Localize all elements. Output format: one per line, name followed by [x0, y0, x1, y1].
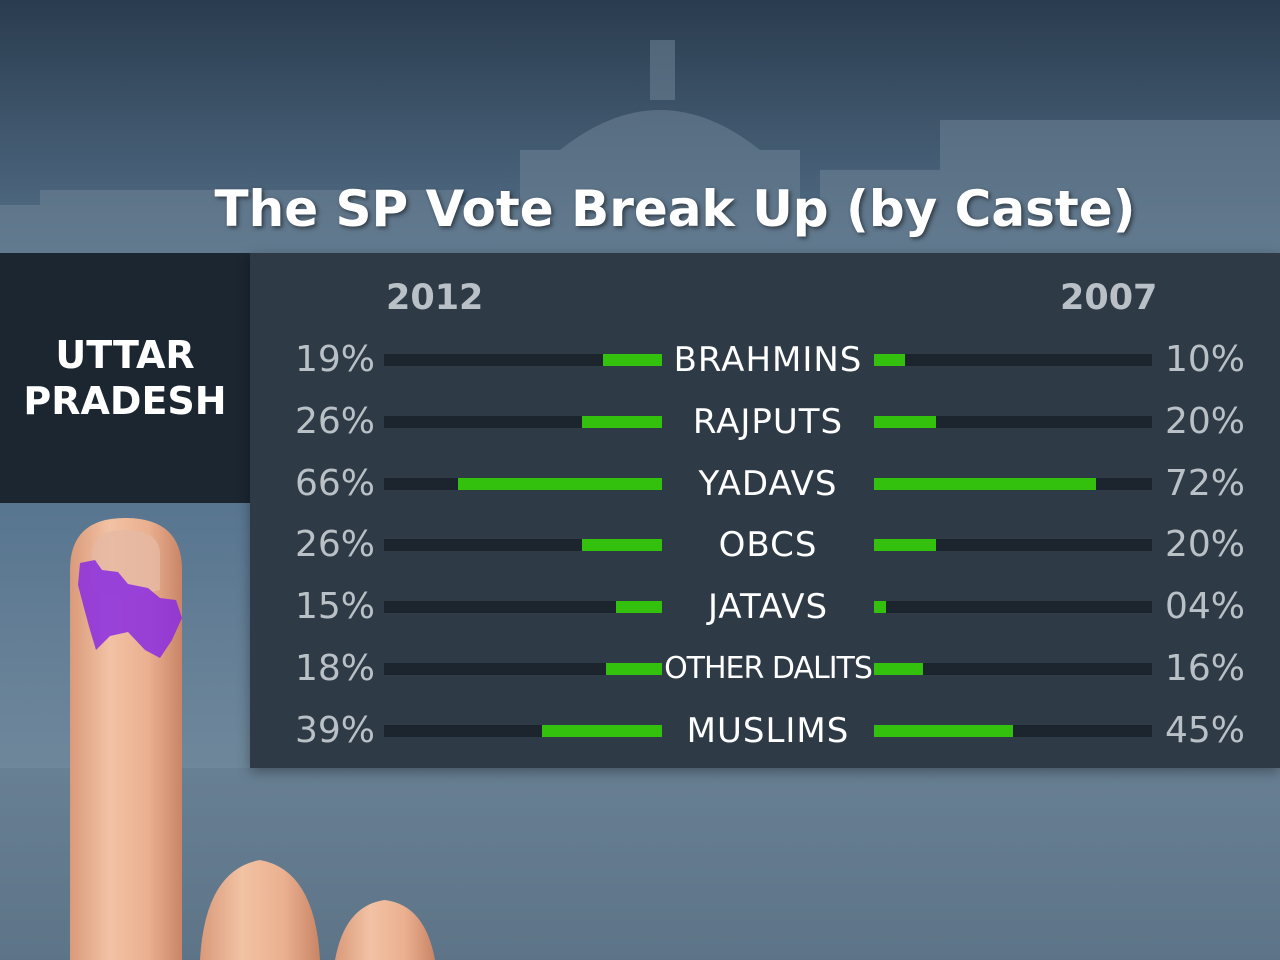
chart-panel [250, 253, 1280, 768]
bar-track-2007 [874, 354, 1152, 366]
bar-track-2012 [384, 663, 662, 675]
pct-2007-label: 04% [1165, 586, 1246, 628]
pct-2007-label: 16% [1165, 648, 1246, 689]
bar-2007 [874, 601, 887, 614]
bar-2012 [581, 539, 662, 552]
region-label-box: UTTAR PRADESH [0, 253, 250, 503]
pct-2007-label: 20% [1165, 524, 1246, 566]
left-year-header: 2012 [386, 278, 484, 318]
pct-2007-label: 45% [1165, 709, 1246, 751]
category-label: OTHER DALITS [664, 651, 873, 686]
bar-track-2007 [874, 539, 1152, 552]
bar-2012 [541, 724, 662, 737]
ink-mark-uttar-pradesh-shape [78, 560, 182, 658]
pct-2007-label: 10% [1165, 339, 1246, 380]
pct-2012-label: 26% [295, 524, 376, 566]
bar-2012 [603, 354, 662, 366]
bar-track-2012 [384, 354, 662, 366]
ring-finger [335, 900, 435, 960]
bar-2007 [874, 724, 1013, 737]
category-label: YADAVS [698, 463, 838, 504]
bar-track-2012 [384, 601, 662, 614]
chart-title: The SP Vote Break Up (by Caste) [214, 180, 1136, 238]
category-label: BRAHMINS [673, 340, 863, 380]
pct-2012-label: 18% [295, 648, 376, 689]
bar-2012 [606, 663, 662, 675]
right-year-header: 2007 [1060, 278, 1158, 318]
pct-2007-label: 72% [1165, 462, 1246, 504]
pct-2007-label: 20% [1165, 400, 1246, 442]
category-label: MUSLIMS [686, 710, 850, 751]
bar-2012 [581, 415, 662, 428]
bar-2007 [874, 354, 905, 366]
bar-2007 [874, 477, 1097, 490]
bar-track-2007 [874, 663, 1152, 675]
assembly-building [0, 40, 1280, 260]
bar-track-2007 [874, 601, 1152, 614]
region-line-1: UTTAR [55, 333, 195, 377]
bar-2012 [615, 601, 662, 614]
bar-2007 [874, 539, 936, 552]
middle-finger [200, 860, 320, 960]
pct-2012-label: 26% [295, 400, 376, 442]
region-line-2: PRADESH [23, 379, 227, 423]
category-label: OBCS [718, 525, 818, 566]
pct-2012-label: 66% [295, 462, 376, 504]
lower-backdrop [0, 768, 1280, 960]
bar-2007 [874, 415, 936, 428]
bar-2012 [458, 477, 662, 490]
bar-2007 [874, 663, 924, 675]
pct-2012-label: 15% [295, 586, 376, 628]
pct-2012-label: 39% [295, 709, 376, 751]
category-label: JATAVS [707, 587, 829, 628]
category-label: RAJPUTS [692, 401, 844, 442]
pct-2012-label: 19% [295, 339, 376, 380]
bar-track-2007 [874, 415, 1152, 428]
